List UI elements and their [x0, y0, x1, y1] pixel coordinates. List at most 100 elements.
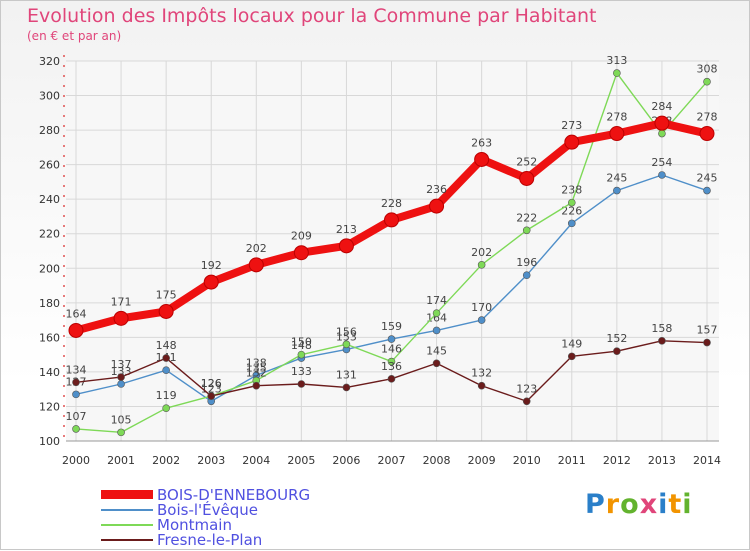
data-point-bois-d-ennebourg — [654, 115, 670, 131]
legend-item-bois-l-eveque: Bois-l'Évêque — [101, 500, 258, 519]
data-label-montmain: 238 — [561, 184, 582, 197]
data-point-bois-d-ennebourg — [338, 238, 354, 254]
legend-swatch — [101, 523, 153, 526]
data-label-bois-l-v-que: 245 — [697, 172, 718, 185]
data-label-bois-d-ennebourg: 278 — [697, 111, 718, 124]
data-label-montmain: 135 — [246, 362, 267, 375]
data-point-bois-l-v-que — [613, 186, 621, 195]
data-point-bois-l-v-que — [387, 335, 396, 343]
data-point-montmain — [342, 340, 351, 349]
x-tick-label: 2014 — [693, 454, 721, 467]
data-point-fresne-le-plan — [162, 354, 170, 362]
data-point-montmain — [117, 428, 125, 437]
legend-label: Montmain — [157, 515, 232, 534]
proxiti-logo: Proxiti — [585, 489, 693, 520]
data-point-montmain — [387, 357, 396, 366]
data-label-montmain: 202 — [471, 246, 492, 259]
data-label-montmain: 105 — [111, 413, 132, 426]
data-point-fresne-le-plan — [342, 383, 351, 392]
legend-label: Bois-l'Évêque — [157, 500, 258, 519]
data-label-fresne-le-plan: 157 — [697, 324, 718, 337]
data-point-bois-d-ennebourg — [68, 322, 84, 338]
data-label-fresne-le-plan: 126 — [201, 377, 222, 390]
legend-swatch — [101, 508, 153, 511]
y-tick-label: 100 — [39, 435, 60, 448]
data-label-montmain: 222 — [516, 211, 537, 224]
y-tick-label: 200 — [39, 262, 60, 275]
data-point-montmain — [162, 404, 170, 412]
y-tick-label: 160 — [39, 331, 60, 344]
data-label-bois-l-v-que: 148 — [291, 339, 312, 352]
x-tick-label: 2000 — [62, 454, 90, 467]
x-tick-label: 2012 — [603, 454, 631, 467]
data-point-bois-d-ennebourg — [699, 126, 715, 142]
data-point-bois-d-ennebourg — [293, 245, 309, 261]
data-point-fresne-le-plan — [387, 375, 396, 383]
data-point-fresne-le-plan — [117, 373, 125, 381]
data-label-montmain: 119 — [156, 389, 177, 402]
y-tick-label: 180 — [39, 297, 60, 310]
data-point-bois-d-ennebourg — [429, 198, 445, 214]
data-label-bois-d-ennebourg: 284 — [651, 100, 672, 113]
data-label-fresne-le-plan: 136 — [381, 360, 402, 373]
data-label-bois-l-v-que: 226 — [561, 204, 582, 217]
data-label-fresne-le-plan: 132 — [246, 367, 267, 380]
x-tick-label: 2009 — [468, 454, 496, 467]
x-tick-label: 2001 — [107, 454, 135, 467]
data-label-fresne-le-plan: 148 — [156, 339, 177, 352]
data-label-bois-d-ennebourg: 252 — [516, 155, 537, 168]
data-label-montmain: 126 — [201, 377, 222, 390]
data-point-bois-d-ennebourg — [384, 212, 399, 228]
data-point-bois-d-ennebourg — [113, 310, 129, 326]
data-label-bois-d-ennebourg: 171 — [111, 295, 132, 308]
y-tick-label: 260 — [39, 159, 60, 172]
data-point-montmain — [297, 350, 306, 359]
legend-swatch — [101, 538, 153, 541]
data-label-montmain: 107 — [66, 410, 87, 423]
data-label-bois-d-ennebourg: 236 — [426, 183, 447, 196]
data-point-bois-l-v-que — [522, 271, 531, 279]
data-label-bois-d-ennebourg: 228 — [381, 197, 402, 210]
y-tick-label: 220 — [39, 228, 60, 241]
legend-label: Fresne-le-Plan — [157, 530, 263, 549]
data-label-bois-l-v-que: 138 — [246, 356, 267, 369]
data-label-montmain: 150 — [291, 336, 312, 349]
data-point-fresne-le-plan — [252, 381, 261, 390]
data-point-montmain — [613, 69, 621, 77]
data-label-montmain: 146 — [381, 343, 402, 356]
data-point-bois-d-ennebourg — [564, 134, 580, 150]
data-label-fresne-le-plan: 158 — [651, 322, 672, 335]
data-point-montmain — [658, 129, 666, 138]
data-label-montmain: 313 — [606, 54, 627, 67]
legend-swatch — [101, 490, 153, 499]
x-tick-label: 2003 — [197, 454, 225, 467]
data-point-fresne-le-plan — [207, 392, 216, 400]
data-label-bois-d-ennebourg: 202 — [246, 242, 267, 255]
data-label-bois-d-ennebourg: 278 — [606, 111, 627, 124]
y-tick-label: 140 — [39, 366, 60, 379]
data-point-bois-l-v-que — [567, 219, 576, 228]
data-point-montmain — [432, 309, 441, 317]
data-point-bois-d-ennebourg — [609, 126, 625, 142]
data-label-bois-l-v-que: 159 — [381, 320, 402, 333]
x-tick-label: 2013 — [648, 454, 676, 467]
data-label-fresne-le-plan: 145 — [426, 344, 447, 357]
data-label-fresne-le-plan: 133 — [291, 365, 312, 378]
legend-item-montmain: Montmain — [101, 515, 232, 534]
data-point-bois-d-ennebourg — [158, 303, 174, 319]
data-point-bois-d-ennebourg — [203, 274, 219, 290]
x-tick-label: 2007 — [378, 454, 406, 467]
data-label-fresne-le-plan: 137 — [111, 358, 132, 371]
data-label-bois-d-ennebourg: 192 — [201, 259, 222, 272]
data-point-fresne-le-plan — [658, 337, 666, 345]
data-point-bois-d-ennebourg — [248, 257, 264, 273]
data-point-montmain — [567, 198, 576, 207]
legend-item-bois-d-ennebourg: BOIS-D'ENNEBOURG — [101, 486, 310, 504]
data-point-montmain — [522, 226, 531, 235]
data-point-bois-l-v-que — [117, 380, 125, 388]
data-point-fresne-le-plan — [477, 381, 486, 390]
x-tick-label: 2008 — [423, 454, 451, 467]
data-point-bois-l-v-que — [162, 366, 170, 374]
